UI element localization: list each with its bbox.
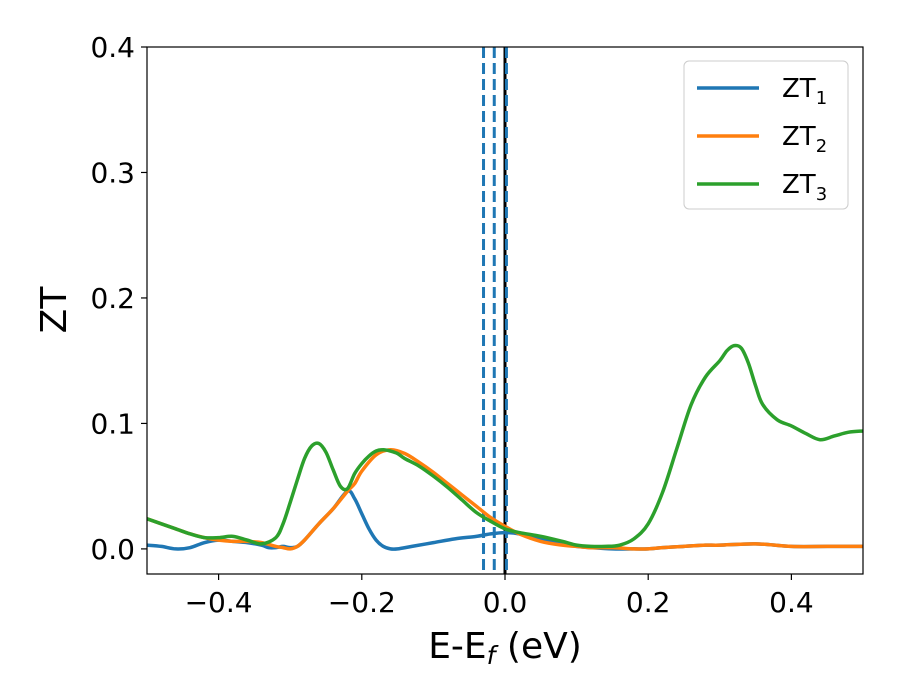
y-tick-label: 0.3 [90,156,135,189]
y-tick-label: 0.4 [90,31,135,64]
x-axis-title-unit: (eV) [495,626,581,667]
legend-label-zt2: ZT2 [782,122,827,157]
x-tick-label: 0.0 [483,586,528,619]
legend: ZT1 ZT2 ZT3 [683,60,849,210]
legend-box [683,60,849,210]
x-axis-title: E-Ef (eV) [428,626,582,670]
series-line-zt3 [147,343,863,549]
series-lines [147,343,863,551]
y-axis-title: ZT [34,286,75,334]
x-tick-label: −0.4 [185,586,253,619]
y-tick-label: 0.2 [90,282,135,315]
y-tick-label: 0.1 [90,407,135,440]
legend-label-zt1: ZT1 [782,74,827,109]
y-axis-ticks: 0.0 0.1 0.2 0.3 0.4 [90,31,147,566]
x-tick-label: 0.4 [769,586,814,619]
x-axis-title-main: E-E [428,626,486,667]
x-tick-label: −0.2 [328,586,396,619]
x-axis-ticks: −0.4 −0.2 0.0 0.2 0.4 [185,574,814,619]
legend-label-zt3: ZT3 [782,170,827,205]
y-tick-label: 0.0 [90,533,135,566]
vertical-reference-lines [482,47,508,574]
x-tick-label: 0.2 [626,586,671,619]
